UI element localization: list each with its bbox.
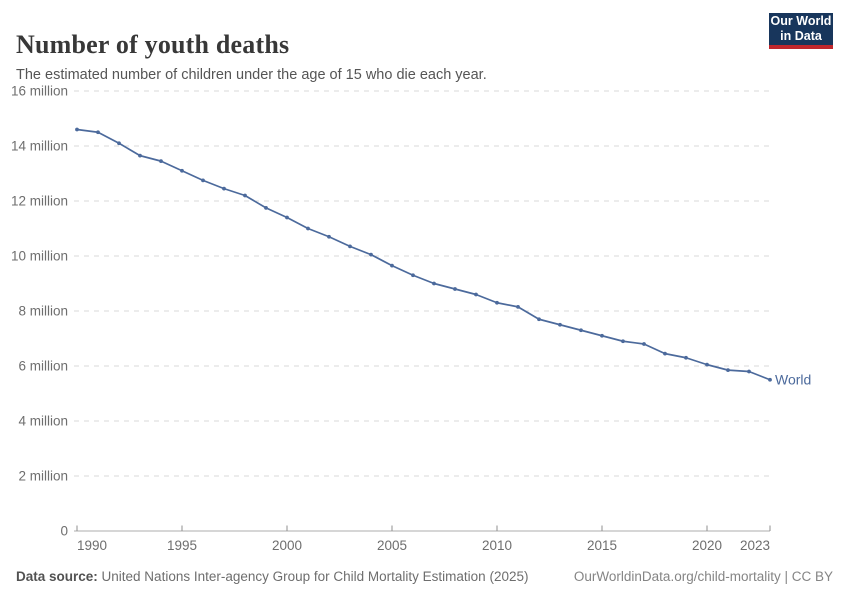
data-point[interactable] bbox=[684, 355, 688, 360]
data-point[interactable] bbox=[117, 141, 121, 146]
footer-citation-link[interactable]: OurWorldinData.org/child-mortality | CC … bbox=[573, 569, 833, 584]
data-point[interactable] bbox=[369, 252, 373, 257]
data-point[interactable] bbox=[75, 127, 79, 132]
data-point[interactable] bbox=[663, 351, 667, 356]
world-line[interactable] bbox=[76, 128, 771, 381]
data-point[interactable] bbox=[432, 281, 436, 286]
y-axis-tick-label: 8 million bbox=[18, 304, 68, 319]
data-point[interactable] bbox=[390, 263, 394, 268]
data-point[interactable] bbox=[138, 153, 142, 158]
data-source-note: Data source: United Nations Inter-agency… bbox=[16, 569, 528, 584]
data-point[interactable] bbox=[243, 193, 247, 198]
owid-logo-line1: Our World bbox=[770, 14, 832, 28]
data-point[interactable] bbox=[768, 377, 772, 382]
page-subtitle: The estimated number of children under t… bbox=[16, 66, 487, 83]
data-point[interactable] bbox=[516, 304, 520, 309]
chart-footer: Data source: United Nations Inter-agency… bbox=[16, 569, 833, 584]
data-point[interactable] bbox=[537, 317, 541, 322]
y-axis-tick-label: 0 bbox=[60, 524, 68, 539]
data-point[interactable] bbox=[747, 369, 751, 374]
data-point[interactable] bbox=[600, 333, 604, 338]
x-axis-tick-label: 2020 bbox=[692, 538, 722, 553]
data-point[interactable] bbox=[264, 205, 268, 210]
y-axis-tick-label: 10 million bbox=[11, 249, 68, 264]
series-label-world[interactable]: World bbox=[775, 371, 811, 387]
y-axis-tick-label: 6 million bbox=[18, 359, 68, 374]
data-point[interactable] bbox=[306, 226, 310, 231]
x-axis-tick-label: 2023 bbox=[740, 538, 770, 553]
data-point[interactable] bbox=[642, 342, 646, 346]
data-point[interactable] bbox=[579, 328, 583, 333]
y-axis-tick-label: 16 million bbox=[11, 84, 68, 99]
x-axis-tick-label: 2005 bbox=[377, 538, 407, 553]
page-title: Number of youth deaths bbox=[16, 30, 290, 60]
y-axis-tick-label: 14 million bbox=[11, 139, 68, 154]
data-point[interactable] bbox=[222, 186, 226, 191]
x-axis-tick-label: 2015 bbox=[587, 538, 617, 553]
data-source-label: Data source: bbox=[16, 569, 98, 584]
x-axis-tick-label: 1995 bbox=[167, 538, 197, 553]
data-point[interactable] bbox=[726, 368, 730, 373]
y-axis-tick-label: 2 million bbox=[18, 469, 68, 484]
data-point[interactable] bbox=[474, 292, 478, 297]
data-point[interactable] bbox=[453, 287, 457, 291]
data-point[interactable] bbox=[411, 273, 415, 278]
data-point[interactable] bbox=[348, 244, 352, 249]
data-source-text: United Nations Inter-agency Group for Ch… bbox=[97, 569, 529, 584]
data-point[interactable] bbox=[495, 300, 499, 305]
data-point[interactable] bbox=[180, 168, 184, 173]
data-point[interactable] bbox=[705, 362, 709, 367]
data-point[interactable] bbox=[201, 178, 205, 183]
data-point[interactable] bbox=[558, 322, 562, 327]
x-axis-tick-label: 1990 bbox=[77, 538, 107, 553]
data-point[interactable] bbox=[285, 215, 289, 220]
data-point[interactable] bbox=[621, 339, 625, 344]
data-point[interactable] bbox=[96, 130, 100, 135]
data-point[interactable] bbox=[159, 159, 163, 164]
x-axis-tick-label: 2000 bbox=[272, 538, 302, 553]
owid-logo-line2: in Data bbox=[780, 29, 822, 43]
x-axis-tick-label: 2010 bbox=[482, 538, 512, 553]
y-axis-tick-label: 4 million bbox=[18, 414, 68, 429]
owid-logo[interactable]: Our World in Data bbox=[769, 13, 833, 49]
y-axis-tick-label: 12 million bbox=[11, 194, 68, 209]
data-point[interactable] bbox=[327, 234, 331, 239]
